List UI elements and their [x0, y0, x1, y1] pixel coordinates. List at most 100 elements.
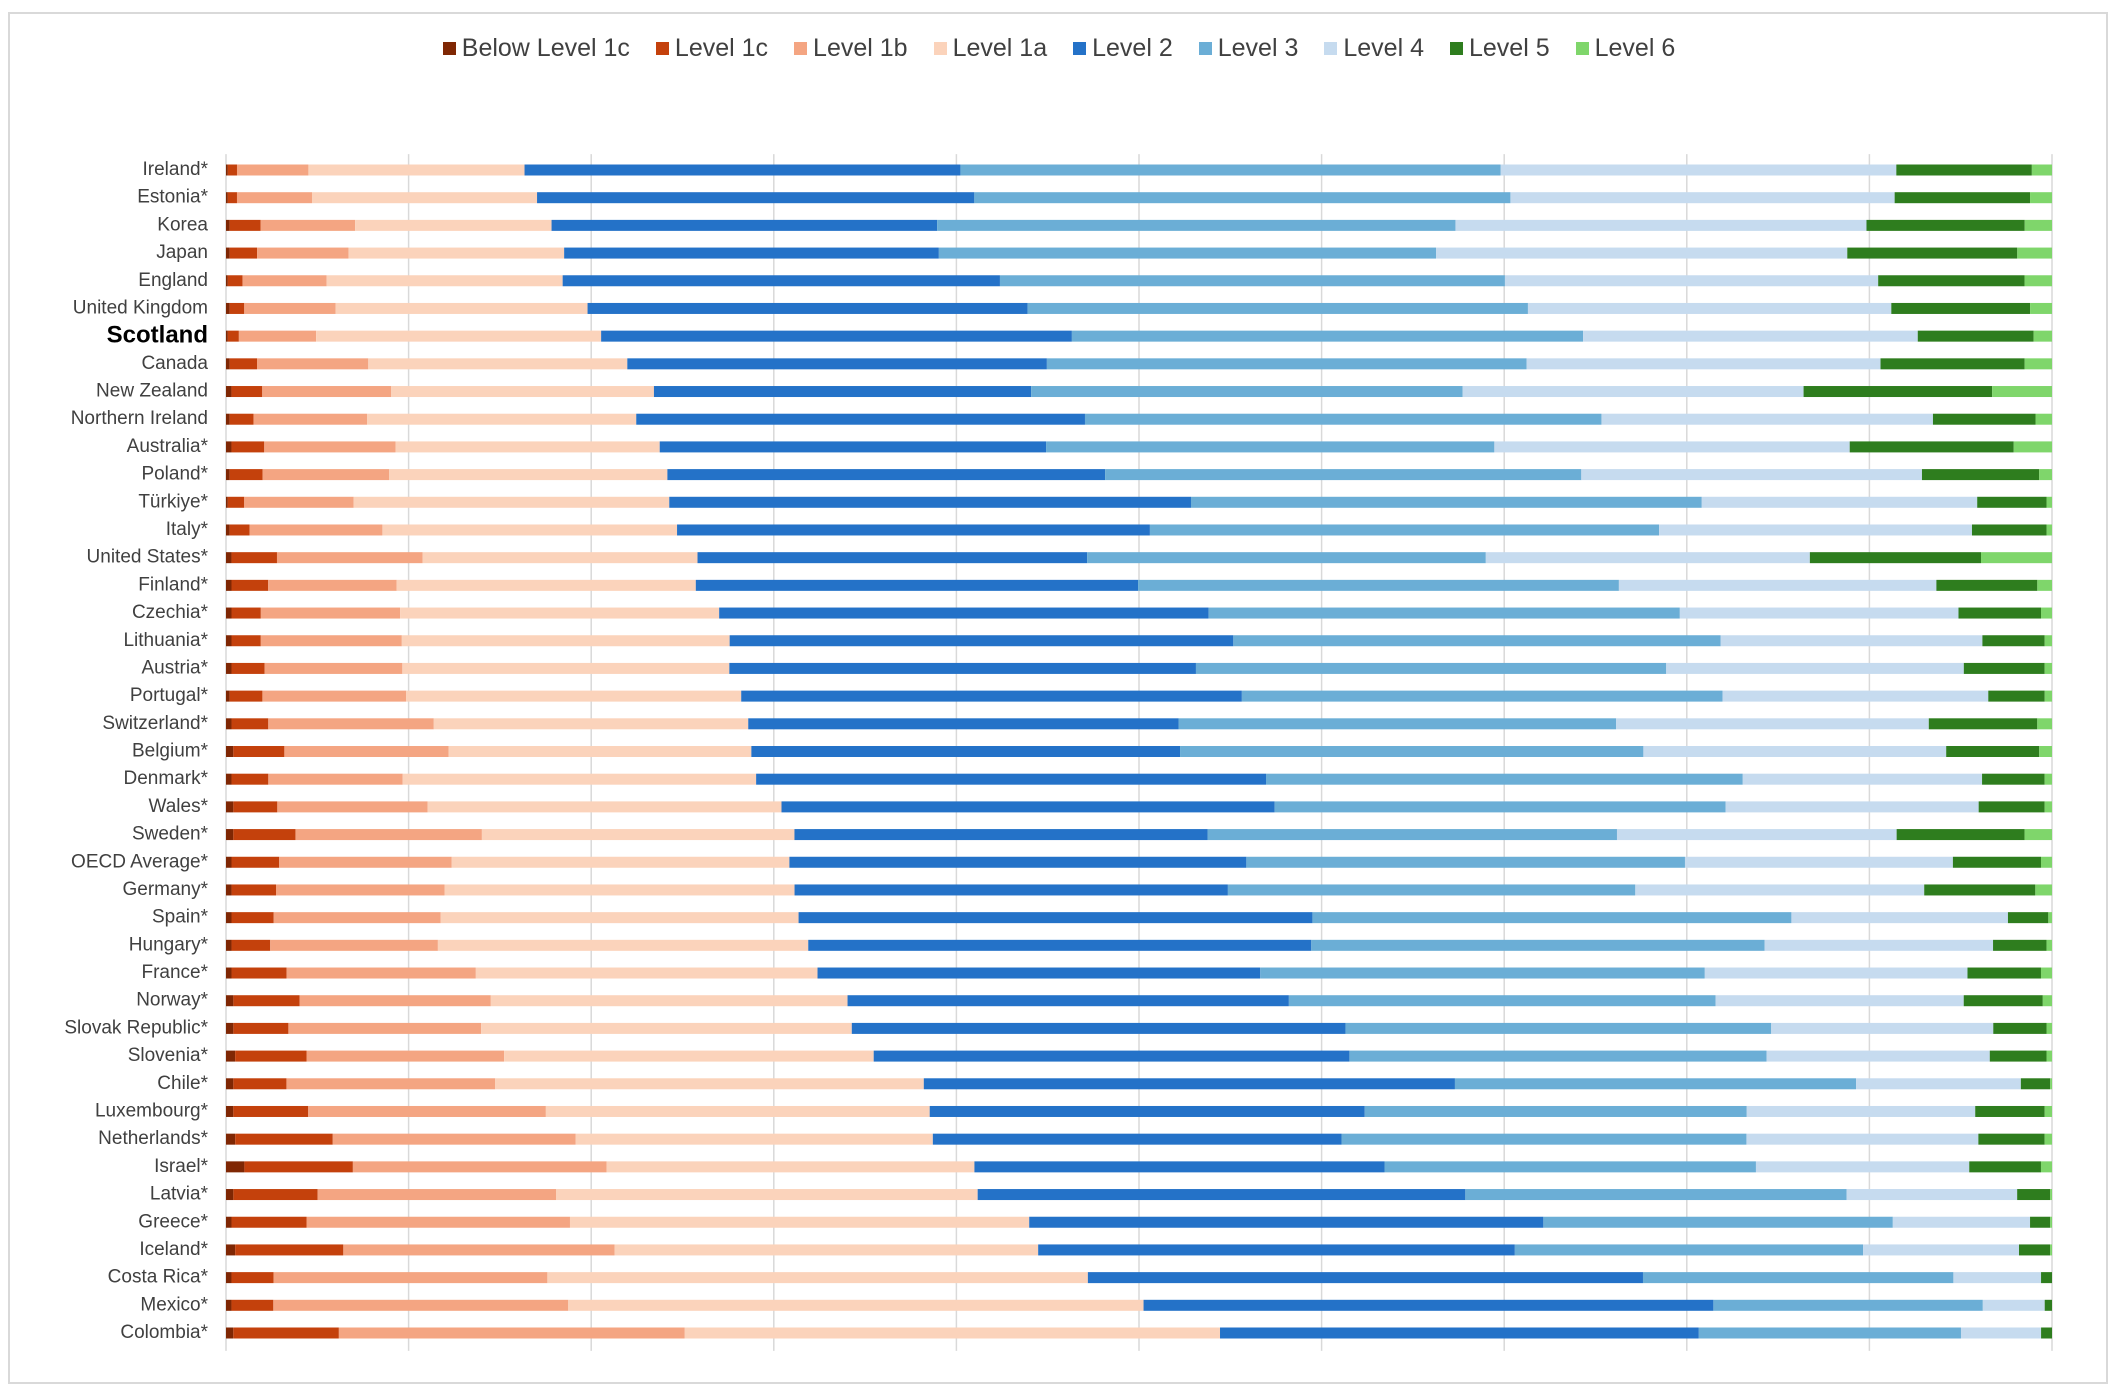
bar-segment — [2042, 995, 2052, 1007]
bar-segment — [244, 1161, 353, 1173]
bar-segment — [226, 1272, 232, 1284]
bar-segment — [1932, 413, 2036, 425]
bar-segment — [1220, 1327, 1699, 1339]
category-label: Austria* — [141, 657, 208, 678]
bar-segment — [257, 247, 349, 259]
bar-segment — [1989, 1050, 2047, 1062]
bar-segment — [1766, 1050, 1990, 1062]
bar-segment — [355, 219, 552, 231]
bar-segment — [2017, 247, 2052, 259]
bar-segment — [2007, 912, 2049, 924]
bar-segment — [1896, 829, 2025, 841]
bar-segment — [1928, 718, 2038, 730]
bar-segment — [719, 607, 1209, 619]
category-label: Japan — [156, 242, 208, 263]
bar-segment — [226, 856, 232, 868]
bar-segment — [2044, 662, 2052, 674]
bar-segment — [2040, 856, 2052, 868]
bar-segment — [1880, 358, 2025, 370]
legend-label: Level 4 — [1343, 34, 1424, 62]
bar-segment — [226, 912, 232, 924]
bar-segment — [1642, 1272, 1954, 1284]
bar-segment — [368, 358, 628, 370]
bar-segment — [226, 386, 232, 398]
bar-segment — [306, 1216, 570, 1228]
category-label: Canada — [141, 353, 208, 374]
bar-segment — [226, 939, 232, 951]
bar-segment — [601, 330, 1072, 342]
bar-segment — [2039, 469, 2052, 481]
bar-segment — [231, 552, 277, 564]
bar-segment — [1618, 579, 1937, 591]
bar-segment — [1143, 1299, 1714, 1311]
bar-segment — [226, 413, 230, 425]
bar-segment — [382, 524, 678, 536]
bar-segment — [226, 1022, 234, 1034]
bar-segment — [2031, 164, 2052, 176]
bar-segment — [2040, 967, 2052, 979]
bar-segment — [2035, 413, 2052, 425]
bar-segment — [2024, 219, 2052, 231]
bar-segment — [1958, 607, 2041, 619]
bar-segment — [440, 912, 799, 924]
bar-segment — [389, 469, 668, 481]
bar-segment — [227, 164, 237, 176]
bar-segment — [1149, 524, 1660, 536]
bar-segment — [316, 330, 602, 342]
bar-segment — [332, 1133, 576, 1145]
bar-segment — [2050, 1078, 2052, 1090]
bar-segment — [729, 662, 1196, 674]
bar-segment — [1046, 441, 1495, 453]
bar-segment — [1894, 192, 2031, 204]
bar-segment — [226, 1050, 236, 1062]
bar-segment — [262, 690, 407, 702]
bar-segment — [231, 1216, 307, 1228]
bar-segment — [569, 1216, 1030, 1228]
bar-segment — [242, 275, 327, 287]
bar-segment — [748, 718, 1179, 730]
category-label: Lithuania* — [123, 630, 208, 651]
bar-segment — [1891, 302, 2031, 314]
bar-segment — [1746, 1105, 1976, 1117]
bar-segment — [781, 801, 1275, 813]
bar-segment — [2030, 1216, 2051, 1228]
category-label: Iceland* — [139, 1239, 208, 1260]
bar-segment — [2024, 358, 2052, 370]
bar-segment — [1436, 247, 1848, 259]
bar-segment — [226, 690, 230, 702]
bar-segment — [2044, 690, 2052, 702]
bar-segment — [277, 801, 428, 813]
bar-segment — [2041, 1272, 2052, 1284]
bar-segment — [236, 164, 309, 176]
category-label: Germany* — [122, 879, 208, 900]
bar-segment — [669, 496, 1191, 508]
bar-segment — [1892, 1216, 2031, 1228]
bar-segment — [260, 219, 356, 231]
bar-segment — [2048, 912, 2052, 924]
bar-segment — [1764, 939, 1994, 951]
bar-segment — [262, 469, 390, 481]
bar-segment — [1896, 164, 2032, 176]
legend-swatch — [1324, 42, 1338, 55]
legend-label: Level 6 — [1594, 34, 1676, 62]
bar-segment — [606, 1161, 975, 1173]
bar-segment — [1746, 1133, 1979, 1145]
bar-segment — [326, 275, 563, 287]
bar-segment — [1969, 1161, 2041, 1173]
bar-segment — [1274, 801, 1726, 813]
bar-segment — [236, 192, 312, 204]
bar-segment — [751, 746, 1181, 757]
bar-segment — [677, 524, 1150, 536]
bar-segment — [1581, 469, 1922, 481]
bar-segment — [451, 856, 790, 868]
bar-segment — [226, 275, 228, 287]
bar-segment — [1260, 967, 1705, 979]
bar-segment — [299, 995, 491, 1007]
bar-segment — [402, 773, 757, 785]
bar-segment — [233, 1022, 289, 1034]
bar-segment — [2046, 524, 2052, 536]
bar-segment — [1982, 1299, 2045, 1311]
bar-segment — [495, 1078, 924, 1090]
bar-segment — [1527, 302, 1892, 314]
bar-segment — [659, 441, 1047, 453]
